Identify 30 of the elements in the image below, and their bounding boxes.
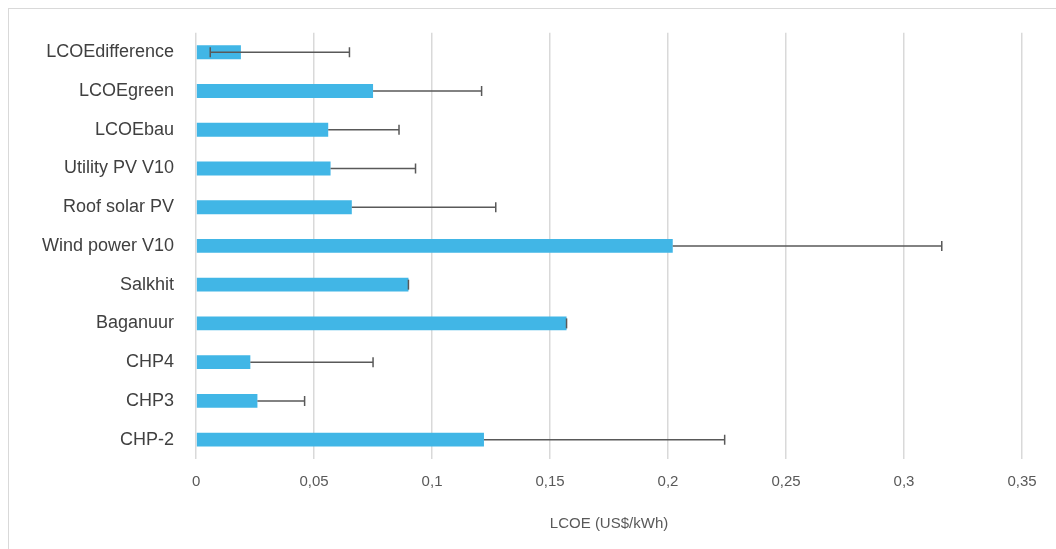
- y-tick-label: Roof solar PV: [63, 196, 175, 217]
- x-tick-label: 0,25: [771, 472, 801, 490]
- y-tick-label: CHP3: [126, 389, 175, 410]
- bar: [196, 355, 251, 370]
- y-tick-label: LCOEbau: [95, 118, 175, 139]
- bar: [196, 200, 352, 215]
- bar: [196, 432, 484, 447]
- x-axis-title: LCOE (US$/kWh): [549, 514, 669, 532]
- y-tick-label: Utility PV V10: [64, 157, 175, 178]
- y-tick-label: Wind power V10: [41, 234, 175, 255]
- x-tick-label: 0,3: [893, 472, 915, 490]
- bar: [196, 393, 258, 408]
- bar: [196, 277, 409, 292]
- x-tick-label: 0,2: [657, 472, 679, 490]
- y-tick-label: LCOEdifference: [46, 41, 175, 62]
- y-tick-label: LCOEgreen: [79, 79, 175, 100]
- bar: [196, 316, 567, 331]
- bar: [196, 83, 374, 98]
- bar: [196, 122, 329, 137]
- x-tick-label: 0,1: [421, 472, 443, 490]
- y-tick-label: CHP-2: [120, 428, 175, 449]
- y-tick-label: Salkhit: [120, 273, 175, 294]
- bar: [196, 161, 331, 176]
- x-tick-label: 0,15: [535, 472, 565, 490]
- x-tick-label: 0,05: [299, 472, 329, 490]
- y-tick-label: Baganuur: [95, 312, 175, 333]
- y-tick-label: CHP4: [126, 351, 175, 372]
- x-tick-label: 0,35: [1007, 472, 1037, 490]
- bar: [196, 238, 673, 253]
- x-tick-label: 0: [191, 472, 201, 490]
